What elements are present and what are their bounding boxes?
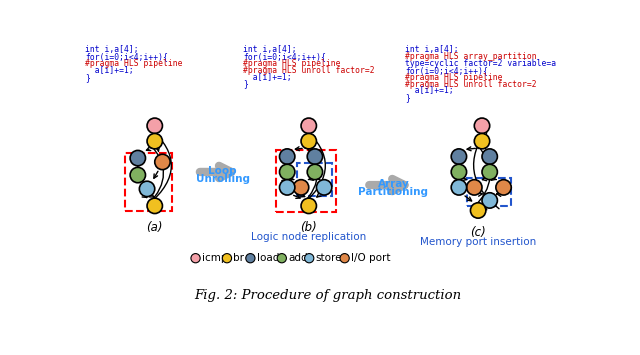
Text: a[i]+=1;: a[i]+=1; — [86, 66, 134, 75]
Circle shape — [222, 253, 232, 263]
Circle shape — [467, 180, 482, 195]
Text: Fig. 2: Procedure of graph construction: Fig. 2: Procedure of graph construction — [195, 289, 461, 302]
Circle shape — [147, 198, 163, 214]
Text: (c): (c) — [470, 226, 486, 239]
Text: Partitioning: Partitioning — [358, 187, 428, 197]
Bar — [276, 151, 336, 212]
Circle shape — [301, 133, 316, 149]
Text: #pragma HLS unroll factor=2: #pragma HLS unroll factor=2 — [243, 66, 375, 75]
Text: for(i=0;i<4;i++){: for(i=0;i<4;i++){ — [86, 52, 168, 61]
Text: }: } — [86, 73, 90, 82]
Circle shape — [130, 167, 145, 183]
Circle shape — [280, 164, 295, 180]
Circle shape — [293, 180, 308, 195]
Text: #pragma HLS array_partition: #pragma HLS array_partition — [405, 52, 536, 61]
Text: Unrolling: Unrolling — [195, 174, 250, 184]
Text: for(i=0;i<4;i++){: for(i=0;i<4;i++){ — [243, 52, 326, 61]
Circle shape — [482, 164, 497, 180]
Text: #pragma HLS pipeline: #pragma HLS pipeline — [405, 73, 502, 82]
Text: br: br — [233, 253, 244, 263]
Circle shape — [482, 193, 497, 208]
Circle shape — [305, 253, 314, 263]
Text: (b): (b) — [300, 221, 317, 234]
Text: store: store — [316, 253, 342, 263]
Circle shape — [147, 133, 163, 149]
Text: Array: Array — [378, 179, 410, 189]
Text: add: add — [288, 253, 308, 263]
Bar — [125, 153, 172, 211]
Circle shape — [280, 180, 295, 195]
Circle shape — [307, 149, 323, 164]
Circle shape — [301, 198, 316, 214]
Text: int i,a[4];: int i,a[4]; — [243, 45, 297, 54]
Text: Memory port insertion: Memory port insertion — [420, 237, 536, 247]
Text: }: } — [405, 93, 410, 103]
Circle shape — [130, 151, 145, 166]
Circle shape — [147, 118, 163, 133]
Circle shape — [470, 203, 486, 218]
Circle shape — [191, 253, 200, 263]
Circle shape — [451, 164, 467, 180]
Bar — [467, 178, 511, 206]
Text: for(i=0;i<4;i++){: for(i=0;i<4;i++){ — [405, 66, 488, 75]
Text: int i,a[4];: int i,a[4]; — [405, 45, 459, 54]
Text: I/O port: I/O port — [351, 253, 390, 263]
Text: type=cyclic factor=2 variable=a: type=cyclic factor=2 variable=a — [405, 59, 556, 68]
Text: Loop: Loop — [208, 166, 237, 176]
Text: #pragma HLS unroll factor=2: #pragma HLS unroll factor=2 — [405, 80, 536, 88]
Circle shape — [340, 253, 349, 263]
Circle shape — [280, 149, 295, 164]
Text: #pragma HLS pipeline: #pragma HLS pipeline — [86, 59, 183, 68]
Circle shape — [496, 180, 511, 195]
Circle shape — [316, 180, 332, 195]
Circle shape — [474, 118, 490, 133]
Circle shape — [277, 253, 287, 263]
Text: int i,a[4];: int i,a[4]; — [86, 45, 139, 54]
Text: a[i]+=1;: a[i]+=1; — [405, 87, 454, 95]
Text: }: } — [243, 80, 248, 88]
Circle shape — [140, 181, 155, 197]
Bar — [297, 164, 332, 196]
Text: (a): (a) — [147, 221, 163, 234]
Text: #pragma HLS pipeline: #pragma HLS pipeline — [243, 59, 341, 68]
Circle shape — [301, 118, 316, 133]
Circle shape — [451, 180, 467, 195]
Text: a[i]+=1;: a[i]+=1; — [243, 73, 292, 82]
Text: load: load — [257, 253, 279, 263]
Circle shape — [246, 253, 255, 263]
Circle shape — [155, 154, 170, 170]
Circle shape — [307, 164, 323, 180]
Text: icmp: icmp — [202, 253, 227, 263]
Text: Logic node replication: Logic node replication — [251, 232, 366, 242]
Circle shape — [482, 149, 497, 164]
Circle shape — [474, 133, 490, 149]
Circle shape — [451, 149, 467, 164]
